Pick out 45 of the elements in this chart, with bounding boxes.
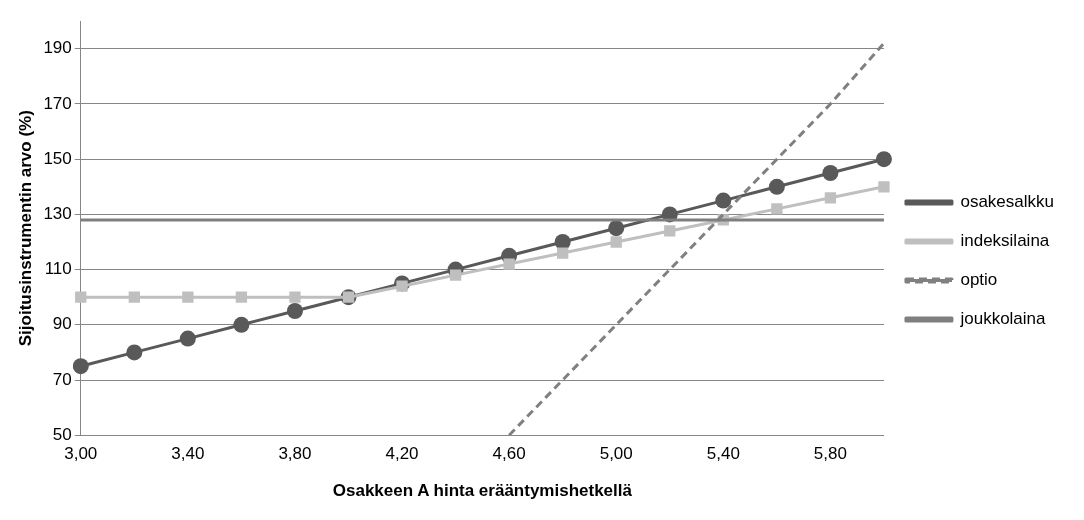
- point: [768, 178, 785, 195]
- x-tick-label: 5,00: [599, 444, 633, 464]
- point: [875, 151, 892, 168]
- point: [610, 236, 622, 248]
- point: [75, 291, 87, 303]
- legend-label: osakesalkku: [960, 192, 1055, 212]
- point: [128, 291, 140, 303]
- x-tick-label: 3,80: [278, 444, 312, 464]
- point: [608, 220, 625, 237]
- x-tick-label: 4,20: [385, 444, 419, 464]
- y-tick-label: 70: [52, 369, 72, 389]
- point: [664, 225, 676, 237]
- legend-label: joukkolaina: [959, 309, 1047, 329]
- point: [289, 291, 301, 303]
- point: [503, 258, 515, 270]
- legend-label: optio: [960, 270, 998, 290]
- point: [771, 203, 783, 215]
- point: [824, 192, 837, 204]
- y-tick-label: 110: [44, 259, 72, 279]
- y-axis-title: Sijoitusinstrumentin arvo (%): [15, 110, 35, 347]
- y-tick-label: 190: [43, 38, 72, 58]
- point: [878, 181, 890, 193]
- x-tick-label: 5,80: [813, 444, 847, 464]
- x-axis-title: Osakkeen A hinta erääntymishetkellä: [332, 481, 633, 501]
- x-tick-label: 5,40: [706, 444, 740, 464]
- point: [233, 316, 250, 333]
- point: [126, 344, 143, 361]
- x-tick-label: 3,40: [171, 444, 205, 464]
- y-tick-label: 150: [43, 148, 72, 168]
- point: [72, 358, 89, 375]
- point: [286, 303, 303, 319]
- point: [557, 247, 569, 259]
- y-tick-label: 130: [43, 204, 72, 224]
- legend-label: indeksilaina: [960, 231, 1050, 251]
- point: [715, 192, 732, 209]
- point: [179, 330, 196, 347]
- x-tick-label: 3,00: [64, 444, 98, 464]
- point: [822, 165, 839, 181]
- y-tick-label: 50: [52, 424, 72, 444]
- y-tick-label: 90: [52, 314, 72, 334]
- point: [235, 291, 248, 303]
- point: [182, 291, 194, 303]
- point: [449, 269, 462, 281]
- y-tick-label: 170: [43, 93, 72, 113]
- x-tick-label: 4,60: [492, 444, 526, 464]
